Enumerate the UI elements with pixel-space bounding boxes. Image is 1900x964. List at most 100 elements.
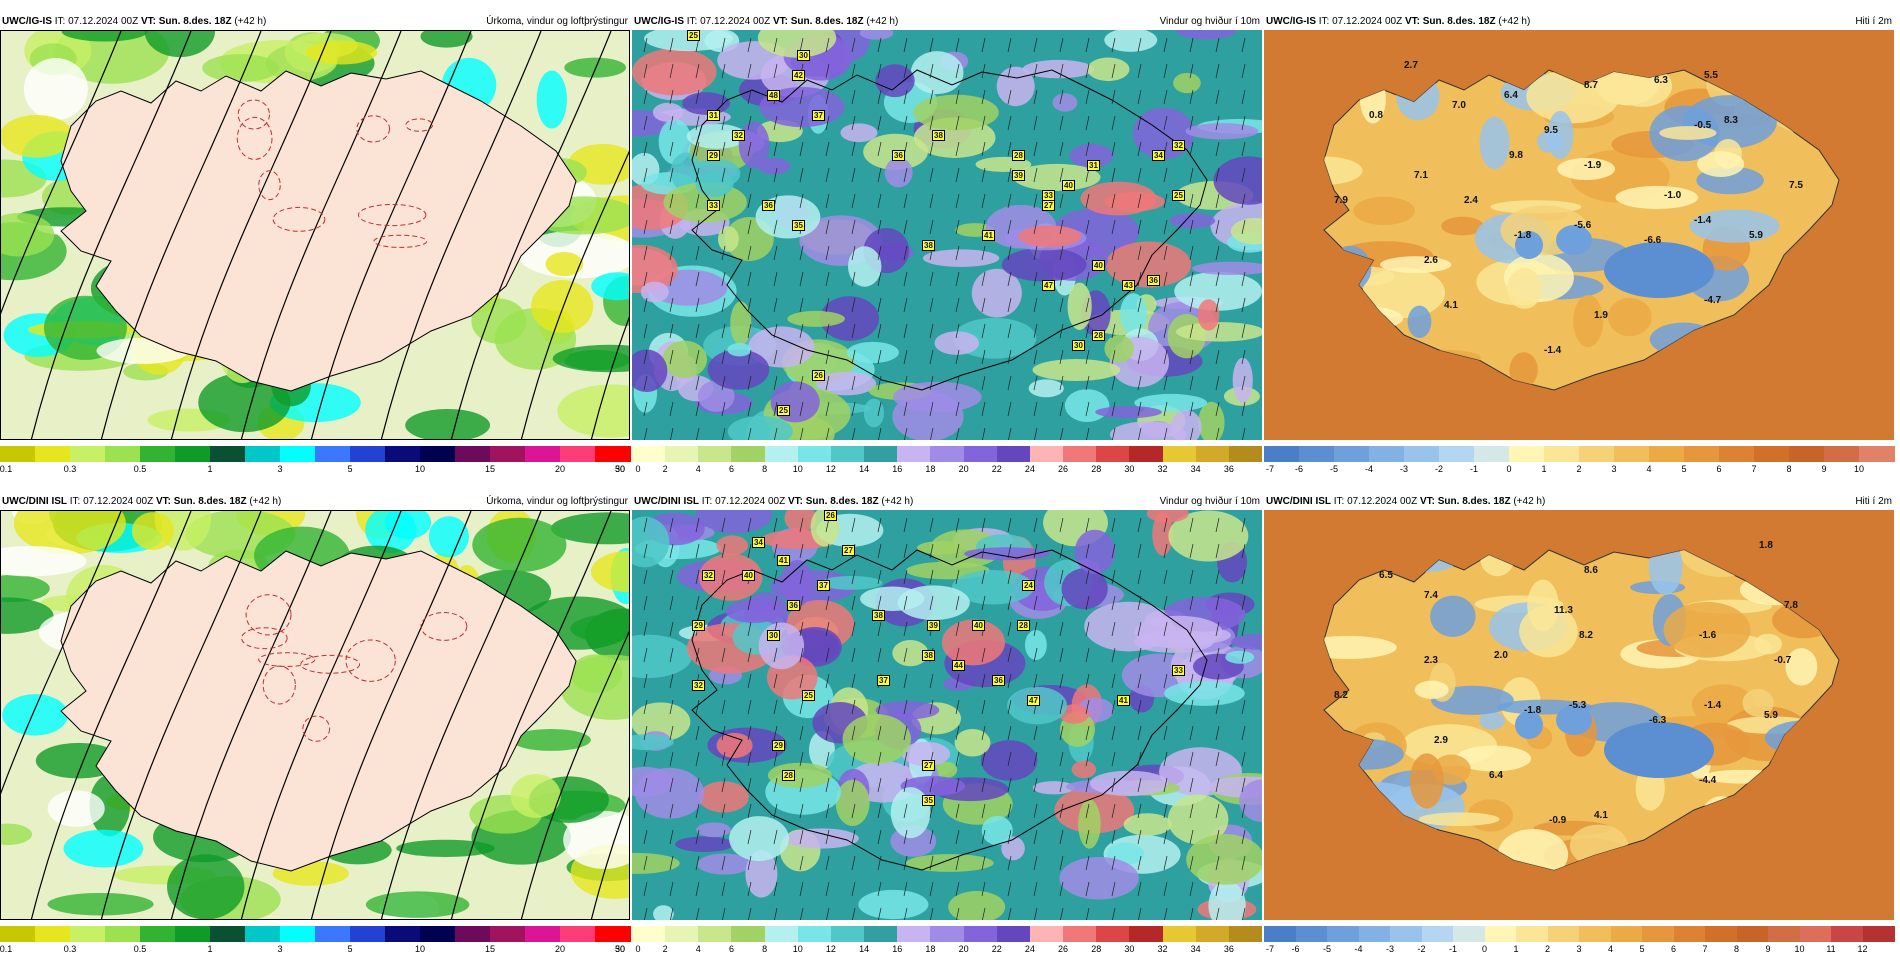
colorbar-tick-label: 0.1 (0, 944, 13, 954)
colorbar-tick-label: -6 (1294, 464, 1304, 474)
colorbar-segment (385, 446, 421, 462)
temperature-label: -1.9 (1584, 160, 1602, 171)
colorbar-segment (864, 446, 898, 462)
wind-value-label: 24 (1022, 580, 1035, 591)
colorbar-tick-label: 10 (1794, 944, 1805, 954)
colorbar-tick-label: 4 (695, 464, 701, 474)
temperature-label: 6.5 (1379, 570, 1393, 581)
temperature-label: 6.4 (1504, 90, 1518, 101)
colorbar-tick-label: 10 (792, 944, 803, 954)
colorbar-segment (1516, 926, 1548, 942)
wind-value-label: 38 (872, 610, 885, 621)
colorbar-tick-label: 14 (859, 944, 870, 954)
wind-value-label: 34 (752, 537, 765, 548)
colorbar-segment (963, 446, 998, 462)
colorbar-segment (1705, 926, 1737, 942)
wind-value-label: 41 (982, 230, 995, 241)
colorbar-segment (632, 446, 666, 462)
colorbar-tick-label: 15 (484, 944, 496, 954)
colorbar-tick-label: -1 (1469, 464, 1479, 474)
wind-value-label: 39 (927, 620, 940, 631)
wind-value-label: 27 (1042, 200, 1055, 211)
colorbar-segment (0, 446, 36, 462)
init-time: IT: 07.12.2024 00Z (1333, 496, 1418, 507)
temperature-label: 9.5 (1544, 125, 1558, 136)
colorbar-segment (1484, 926, 1517, 942)
valid-label: VT: (787, 496, 803, 507)
colorbar-segment (1295, 926, 1328, 942)
wind-value-label: 25 (687, 30, 700, 41)
colorbar-ticks: -7 -6 -5 -4 -3 -2 -1 0 1 2 3 4 5 6 7 8 9 10 11 12 (1264, 944, 1894, 956)
colorbar-segment (280, 926, 316, 942)
colorbar-tick-label: 9 (1821, 464, 1827, 474)
colorbar-segment (560, 446, 596, 462)
colorbar-segment (1579, 926, 1611, 942)
panel-title: Hiti í 2m (1855, 496, 1892, 507)
colorbar-tick-label: 30 (614, 464, 626, 474)
colorbar-segment (210, 926, 246, 942)
colorbar-tick-label: 3 (277, 464, 283, 474)
colorbar-segment (963, 926, 998, 942)
colorbar-segment (105, 926, 141, 942)
colorbar-ticks: -7 -6 -5 -4 -3 -2 -1 0 1 2 3 4 5 6 7 8 9 10 (1264, 464, 1894, 476)
panel-title: Vindur og hviður í 10m (1159, 496, 1260, 507)
colorbar-segment (698, 926, 732, 942)
colorbar-tick-label: 50 (614, 944, 626, 954)
colorbar-segment (930, 446, 965, 462)
colorbar-tick-label: 18 (925, 464, 936, 474)
colorbar-tick-label: 5 (1639, 944, 1645, 954)
temperature-label: 5.9 (1749, 230, 1763, 241)
temperature-label: 2.4 (1464, 195, 1478, 206)
colorbar (632, 926, 1263, 942)
colorbar-tick-label: 4 (695, 944, 701, 954)
temperature-label: 7.0 (1452, 100, 1466, 111)
colorbar-segment (698, 446, 732, 462)
wind-value-label: 35 (922, 795, 935, 806)
colorbar-tick-label: 3 (1611, 464, 1617, 474)
colorbar-segment (1096, 446, 1130, 462)
colorbar-tick-label: -2 (1417, 944, 1426, 954)
colorbar (0, 926, 631, 942)
temperature-label: -1.6 (1699, 630, 1717, 641)
wind-value-label: 48 (767, 90, 780, 101)
colorbar-segment (1129, 446, 1164, 462)
colorbar-tick-label: 6 (728, 464, 734, 474)
colorbar-tick-label: 20 (554, 464, 566, 474)
colorbar-segment (1162, 446, 1197, 462)
colorbar-tick-label: 3 (277, 944, 283, 954)
wind-value-label: 26 (812, 370, 825, 381)
precip-map (1, 31, 629, 439)
wind-value-label: 28 (1012, 150, 1025, 161)
colorbar-tick-label: 3 (1576, 944, 1582, 954)
wind-value-label: 25 (777, 405, 790, 416)
wind-value-label: 40 (1092, 260, 1105, 271)
init-time: IT: 07.12.2024 00Z (69, 496, 154, 507)
lead-time: (+42 h) (249, 496, 282, 507)
colorbar-segment (35, 446, 71, 462)
colorbar-segment (1390, 926, 1422, 942)
temperature-label: -1.8 (1514, 230, 1532, 241)
temperature-label: -1.8 (1524, 705, 1542, 716)
colorbar-tick-label: 8 (1786, 464, 1792, 474)
colorbar-tick-label: 34 (1190, 464, 1201, 474)
temperature-label: 8.6 (1584, 565, 1598, 576)
wind-value-label: 36 (787, 600, 800, 611)
colorbar-tick-label: -1 (1448, 944, 1458, 954)
colorbar-tick-label: 8 (762, 464, 768, 474)
wind-value-label: 25 (1172, 190, 1185, 201)
colorbar-tick-label: 28 (1091, 464, 1102, 474)
colorbar-tick-label: 30 (614, 944, 626, 954)
colorbar-segment (897, 446, 931, 462)
wind-value-label: 35 (792, 220, 805, 231)
precip-map (1, 511, 629, 919)
colorbar-tick-label: 11 (1826, 944, 1836, 954)
colorbar-tick-label: 5 (347, 464, 353, 474)
temperature-label: 2.9 (1434, 735, 1448, 746)
wind-value-label: 37 (877, 675, 890, 686)
valid-time: Sun. 8.des. 18Z (805, 496, 879, 507)
temperature-label: 4.1 (1444, 300, 1458, 311)
valid-label: VT: (155, 496, 171, 507)
colorbar-segment (1264, 446, 1300, 462)
colorbar-tick-label: 18 (925, 944, 936, 954)
colorbar-segment (731, 446, 766, 462)
